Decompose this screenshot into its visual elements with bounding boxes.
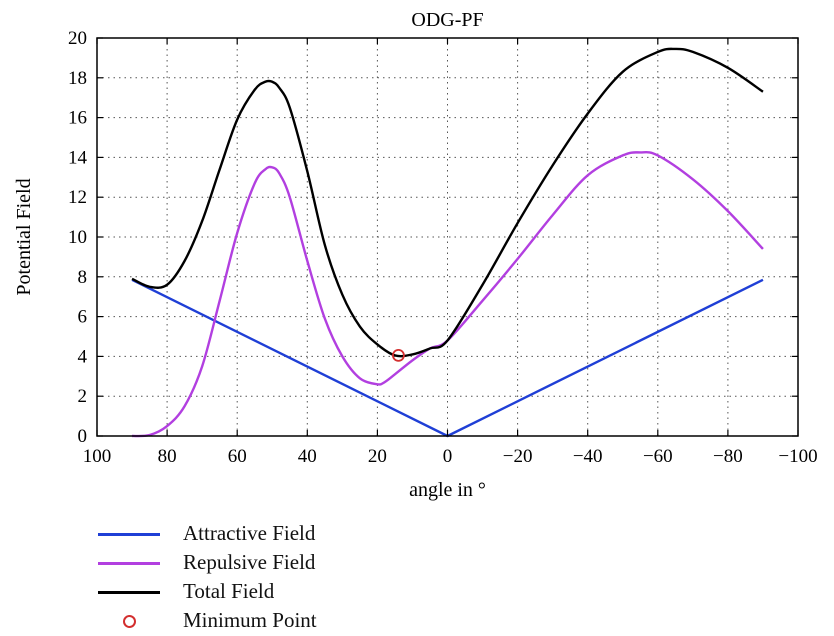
legend-swatch-attractive — [98, 533, 160, 536]
legend-item-attractive-field: Attractive Field — [98, 520, 498, 549]
legend: Attractive Field Repulsive Field Total F… — [98, 520, 498, 636]
grid-lines — [97, 38, 798, 436]
legend-label-minimum: Minimum Point — [183, 608, 317, 632]
legend-item-total-field: Total Field — [98, 578, 498, 607]
legend-marker-minimum — [123, 615, 136, 628]
x-tick-label: −40 — [573, 446, 603, 467]
x-tick-label: −20 — [503, 446, 533, 467]
x-tick-label: 0 — [443, 446, 453, 467]
x-axis-label: angle in ° — [409, 479, 486, 501]
legend-swatch-repulsive — [98, 562, 160, 565]
repulsive-field-line — [131, 150, 764, 438]
x-tick-label: 100 — [83, 446, 112, 467]
x-tick-label: −100 — [778, 446, 817, 467]
y-tick-label: 18 — [68, 68, 87, 89]
y-tick-label: 14 — [68, 147, 88, 168]
y-tick-label: 20 — [68, 28, 87, 49]
y-tick-label: 2 — [78, 386, 88, 407]
legend-item-minimum-point: Minimum Point — [98, 607, 498, 636]
y-tick-label: 12 — [68, 187, 87, 208]
y-tick-label: 8 — [78, 267, 88, 288]
x-tick-label: 80 — [158, 446, 177, 467]
axis-ticks: 100 80 60 40 20 0 −20 −40 −60 −80 −100 0 2 4 6 8 10 12 14 1… — [68, 28, 818, 467]
x-tick-label: 40 — [298, 446, 317, 467]
legend-label-attractive: Attractive Field — [183, 521, 316, 545]
legend-label-repulsive: Repulsive Field — [183, 550, 316, 574]
chart-title: ODG-PF — [411, 9, 483, 31]
legend-item-repulsive-field: Repulsive Field — [98, 549, 498, 578]
y-tick-label: 4 — [78, 346, 88, 367]
y-tick-label: 16 — [68, 108, 87, 129]
minimum-point-marker — [392, 349, 405, 362]
legend-label-total: Total Field — [183, 579, 275, 603]
potential-field-chart: 100 80 60 40 20 0 −20 −40 −60 −80 −100 0 2 4 6 8 10 12 14 1… — [13, 9, 818, 501]
x-tick-label: 60 — [228, 446, 247, 467]
y-tick-label: 0 — [78, 426, 88, 447]
legend-swatch-total — [98, 591, 160, 594]
total-field-line — [131, 47, 764, 358]
y-axis-label: Potential Field — [13, 178, 35, 295]
y-tick-label: 10 — [68, 227, 87, 248]
x-tick-label: −80 — [713, 446, 743, 467]
y-tick-label: 6 — [78, 307, 88, 328]
x-tick-label: −60 — [643, 446, 673, 467]
x-tick-label: 20 — [368, 446, 387, 467]
